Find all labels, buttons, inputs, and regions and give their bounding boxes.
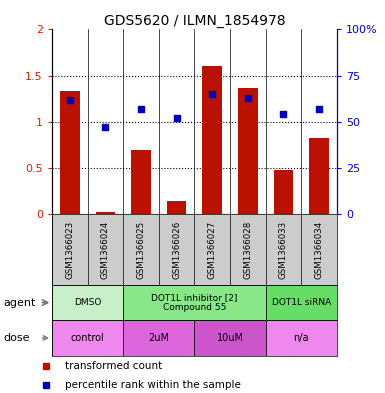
- Point: [280, 111, 286, 118]
- Title: GDS5620 / ILMN_1854978: GDS5620 / ILMN_1854978: [104, 15, 285, 28]
- Bar: [52, 285, 123, 320]
- Text: 10uM: 10uM: [216, 333, 244, 343]
- Text: GSM1366024: GSM1366024: [101, 220, 110, 279]
- Bar: [95, 212, 115, 214]
- Point: [67, 97, 73, 103]
- Text: percentile rank within the sample: percentile rank within the sample: [65, 380, 241, 390]
- Text: n/a: n/a: [293, 333, 309, 343]
- Text: control: control: [71, 333, 104, 343]
- Bar: [60, 91, 80, 214]
- Point: [209, 91, 215, 97]
- Point: [138, 106, 144, 112]
- Text: agent: agent: [4, 298, 36, 308]
- Point: [316, 106, 322, 112]
- Bar: [274, 170, 293, 214]
- Bar: [123, 285, 266, 320]
- Bar: [131, 149, 151, 214]
- Text: GSM1366034: GSM1366034: [315, 220, 323, 279]
- Text: 2uM: 2uM: [148, 333, 169, 343]
- Bar: [167, 201, 186, 214]
- Text: GSM1366028: GSM1366028: [243, 220, 252, 279]
- Text: GSM1366027: GSM1366027: [208, 220, 217, 279]
- Point: [102, 124, 109, 130]
- Text: GSM1366025: GSM1366025: [137, 220, 146, 279]
- Text: DMSO: DMSO: [74, 298, 101, 307]
- Text: GSM1366023: GSM1366023: [65, 220, 74, 279]
- Bar: [194, 320, 266, 356]
- Text: GSM1366026: GSM1366026: [172, 220, 181, 279]
- Bar: [266, 285, 337, 320]
- Bar: [266, 320, 337, 356]
- Text: transformed count: transformed count: [65, 361, 163, 371]
- Point: [245, 95, 251, 101]
- Bar: [52, 320, 123, 356]
- Text: DOT1L inhibitor [2]
Compound 55: DOT1L inhibitor [2] Compound 55: [151, 293, 238, 312]
- Bar: [309, 138, 329, 214]
- Bar: [203, 66, 222, 214]
- Text: DOT1L siRNA: DOT1L siRNA: [272, 298, 331, 307]
- Point: [174, 115, 180, 121]
- Bar: [238, 88, 258, 214]
- Bar: [123, 320, 194, 356]
- Text: dose: dose: [4, 333, 30, 343]
- Text: GSM1366033: GSM1366033: [279, 220, 288, 279]
